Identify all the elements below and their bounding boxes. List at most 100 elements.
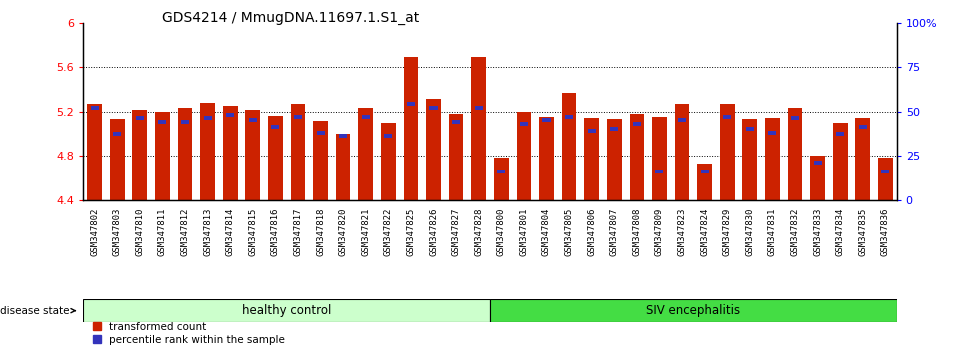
Bar <box>881 170 890 173</box>
Bar <box>878 158 893 200</box>
Bar <box>204 116 212 120</box>
Text: GSM347809: GSM347809 <box>655 208 664 256</box>
Text: GSM347812: GSM347812 <box>180 208 189 256</box>
Bar <box>474 106 483 110</box>
Bar <box>136 116 144 120</box>
Text: GSM347813: GSM347813 <box>203 208 212 256</box>
Bar <box>856 118 870 200</box>
Text: GSM347827: GSM347827 <box>452 208 461 256</box>
Text: GSM347801: GSM347801 <box>519 208 528 256</box>
Bar <box>836 132 844 136</box>
Text: GSM347833: GSM347833 <box>813 208 822 256</box>
Text: GSM347826: GSM347826 <box>429 208 438 256</box>
Bar <box>584 118 599 200</box>
Bar <box>271 125 279 129</box>
Bar <box>791 116 799 120</box>
Text: GSM347822: GSM347822 <box>384 208 393 256</box>
Bar <box>565 115 573 119</box>
Bar <box>471 57 486 200</box>
Bar <box>813 161 821 165</box>
Bar <box>200 103 215 200</box>
Bar <box>294 115 302 119</box>
Text: GSM347814: GSM347814 <box>225 208 234 256</box>
Bar <box>87 104 102 200</box>
Text: GSM347817: GSM347817 <box>293 208 303 256</box>
Text: GSM347824: GSM347824 <box>700 208 710 256</box>
Bar <box>132 110 147 200</box>
Bar <box>110 119 124 200</box>
Text: GSM347825: GSM347825 <box>407 208 416 256</box>
Bar <box>519 122 528 126</box>
Bar <box>701 170 709 173</box>
Text: GSM347823: GSM347823 <box>677 208 687 256</box>
Bar <box>268 116 282 200</box>
Text: GSM347829: GSM347829 <box>722 208 732 256</box>
Text: GSM347800: GSM347800 <box>497 208 506 256</box>
Bar <box>698 164 712 200</box>
Text: GSM347802: GSM347802 <box>90 208 99 256</box>
Bar <box>723 115 731 119</box>
Bar <box>516 112 531 200</box>
Text: GSM347821: GSM347821 <box>362 208 370 256</box>
Bar <box>90 106 99 110</box>
Text: GSM347807: GSM347807 <box>610 208 618 256</box>
Text: GSM347831: GSM347831 <box>768 208 777 256</box>
Text: GSM347818: GSM347818 <box>316 208 325 256</box>
Text: GSM347820: GSM347820 <box>339 208 348 256</box>
Bar <box>429 106 437 110</box>
Text: SIV encephalitis: SIV encephalitis <box>646 304 741 317</box>
Bar <box>384 134 392 138</box>
Text: GSM347815: GSM347815 <box>248 208 258 256</box>
FancyBboxPatch shape <box>83 299 490 322</box>
Bar <box>336 134 351 200</box>
Bar <box>159 120 167 124</box>
Bar <box>562 93 576 200</box>
Bar <box>765 118 780 200</box>
Bar <box>381 122 396 200</box>
Bar <box>674 104 689 200</box>
Text: GSM347811: GSM347811 <box>158 208 167 256</box>
Bar <box>452 120 461 124</box>
Bar <box>678 118 686 122</box>
Bar <box>768 131 776 135</box>
Bar <box>226 113 234 117</box>
Bar <box>314 121 328 200</box>
Text: GSM347805: GSM347805 <box>564 208 573 256</box>
Bar <box>588 129 596 133</box>
Text: GSM347806: GSM347806 <box>587 208 596 256</box>
Bar <box>743 119 758 200</box>
Text: healthy control: healthy control <box>242 304 331 317</box>
Bar <box>607 119 621 200</box>
Bar <box>611 127 618 131</box>
Bar <box>426 99 441 200</box>
Text: GSM347808: GSM347808 <box>632 208 641 256</box>
Text: GSM347816: GSM347816 <box>270 208 280 256</box>
Bar <box>362 115 369 119</box>
Bar <box>359 108 373 200</box>
Bar <box>652 117 666 200</box>
Text: GSM347834: GSM347834 <box>836 208 845 256</box>
Bar <box>181 120 189 124</box>
Bar <box>494 158 509 200</box>
Legend: transformed count, percentile rank within the sample: transformed count, percentile rank withi… <box>88 317 289 349</box>
Bar <box>629 114 644 200</box>
Text: GSM347804: GSM347804 <box>542 208 551 256</box>
Bar <box>222 106 237 200</box>
Bar <box>113 132 122 136</box>
Bar <box>291 104 306 200</box>
Text: GSM347835: GSM347835 <box>858 208 867 256</box>
Bar <box>177 108 192 200</box>
Bar <box>407 102 415 106</box>
Text: disease state: disease state <box>0 306 75 316</box>
Text: GSM347828: GSM347828 <box>474 208 483 256</box>
Text: GSM347803: GSM347803 <box>113 208 122 256</box>
Bar <box>543 118 551 122</box>
Bar <box>720 104 735 200</box>
Bar <box>497 170 506 173</box>
Bar <box>633 122 641 126</box>
Bar <box>317 131 324 135</box>
Bar <box>155 112 170 200</box>
Bar <box>449 114 464 200</box>
Bar <box>539 117 554 200</box>
Bar <box>656 170 663 173</box>
